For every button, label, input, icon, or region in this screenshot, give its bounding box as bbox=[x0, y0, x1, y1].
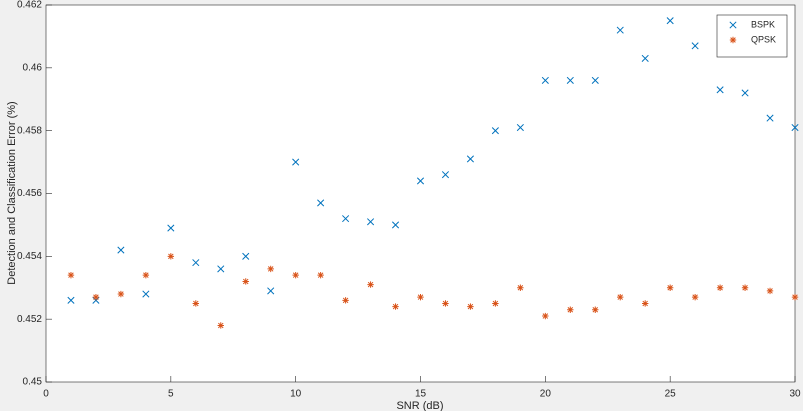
point bbox=[517, 284, 524, 291]
legend-box bbox=[716, 14, 788, 58]
point bbox=[267, 265, 274, 273]
y-tick-label: 0.458 bbox=[17, 125, 42, 136]
point bbox=[317, 271, 324, 279]
point bbox=[592, 306, 599, 313]
x-tick-label: 15 bbox=[415, 389, 427, 400]
point bbox=[217, 322, 224, 329]
point bbox=[167, 253, 175, 260]
point bbox=[741, 284, 749, 291]
point bbox=[342, 215, 350, 223]
x-tick-label: 10 bbox=[290, 389, 302, 400]
x-tick-label: 25 bbox=[665, 389, 677, 400]
point bbox=[516, 123, 524, 132]
legend-marker bbox=[729, 36, 737, 44]
x-axis-label: SNR (dB) bbox=[396, 400, 443, 411]
point bbox=[542, 312, 549, 320]
point bbox=[267, 287, 275, 295]
point bbox=[467, 303, 474, 310]
point bbox=[716, 86, 724, 94]
point bbox=[367, 281, 374, 288]
y-tick-label: 0.45 bbox=[23, 377, 43, 388]
point bbox=[117, 246, 125, 254]
point bbox=[791, 293, 799, 301]
point bbox=[92, 293, 100, 301]
point bbox=[541, 76, 549, 84]
point bbox=[117, 290, 125, 298]
legend-label: BSPK bbox=[751, 19, 775, 29]
point bbox=[791, 123, 799, 132]
point bbox=[766, 287, 774, 295]
y-tick-label: 0.46 bbox=[23, 62, 43, 73]
point bbox=[642, 300, 649, 307]
point bbox=[417, 293, 424, 301]
point bbox=[392, 303, 399, 310]
point bbox=[317, 199, 325, 207]
point bbox=[566, 76, 574, 84]
y-tick-label: 0.454 bbox=[17, 251, 42, 262]
x-tick-label: 20 bbox=[540, 389, 552, 400]
legend-label: QPSK bbox=[751, 34, 776, 44]
legend-marker bbox=[729, 21, 737, 29]
point bbox=[492, 300, 499, 307]
point bbox=[217, 265, 225, 273]
point bbox=[242, 252, 250, 260]
point bbox=[616, 26, 624, 34]
point bbox=[741, 89, 749, 97]
point bbox=[242, 278, 249, 285]
point bbox=[67, 296, 75, 304]
point bbox=[591, 76, 599, 84]
plot-area bbox=[45, 4, 796, 383]
point bbox=[766, 114, 774, 122]
point bbox=[391, 221, 400, 229]
point bbox=[292, 158, 300, 166]
point bbox=[142, 290, 150, 298]
y-tick-label: 0.462 bbox=[17, 0, 42, 11]
point bbox=[442, 300, 449, 307]
y-tick-label: 0.452 bbox=[17, 314, 42, 325]
point bbox=[142, 271, 150, 279]
point bbox=[491, 127, 499, 135]
point bbox=[466, 155, 474, 163]
point bbox=[167, 224, 175, 232]
point bbox=[67, 271, 75, 279]
point bbox=[441, 171, 450, 179]
point bbox=[666, 284, 674, 291]
point bbox=[292, 271, 299, 279]
y-tick-label: 0.456 bbox=[17, 188, 42, 199]
point bbox=[641, 54, 649, 62]
point bbox=[691, 293, 699, 301]
point bbox=[342, 297, 349, 304]
point bbox=[691, 42, 699, 50]
x-tick-label: 30 bbox=[789, 389, 801, 400]
y-axis-label: Detection and Classification Error (%) bbox=[6, 101, 18, 284]
x-tick-label: 0 bbox=[43, 389, 49, 400]
point bbox=[367, 218, 375, 226]
point bbox=[666, 17, 674, 25]
point bbox=[192, 259, 200, 267]
point bbox=[192, 300, 199, 307]
point bbox=[617, 293, 624, 301]
point bbox=[567, 306, 574, 313]
point bbox=[416, 177, 425, 185]
point bbox=[716, 284, 724, 291]
x-tick-label: 5 bbox=[168, 389, 174, 400]
